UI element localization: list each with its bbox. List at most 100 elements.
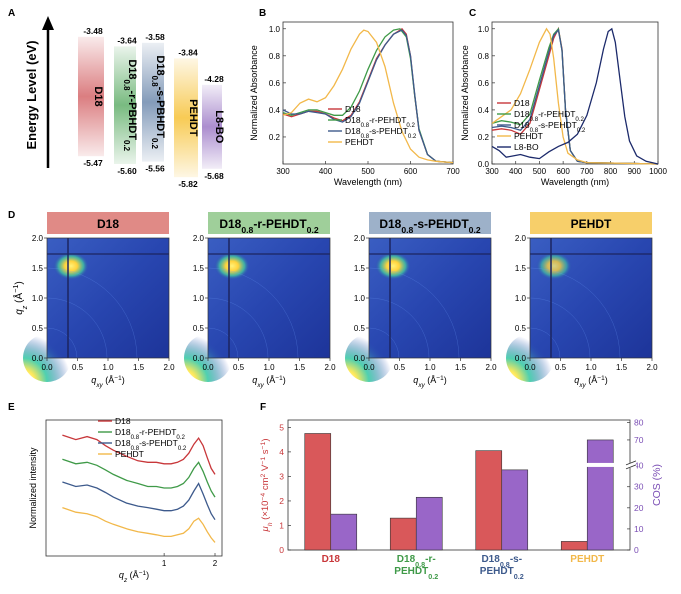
giwaxs-title-bar xyxy=(47,212,169,234)
x-axis-label: Wavelength (nm) xyxy=(541,177,609,187)
y-tick-label: 0.0 xyxy=(354,354,366,363)
legend-label: D180.8-s-PEHDT0.2 xyxy=(514,120,586,134)
x-tick-label: 0.0 xyxy=(202,363,214,372)
legend-label: PEHDT xyxy=(115,449,144,459)
panel-label-b: B xyxy=(259,8,266,19)
y-tick-label: 4 xyxy=(279,447,284,457)
y-tick-label: 5 xyxy=(279,422,284,432)
x-tick-label: 0.5 xyxy=(72,363,84,372)
x-tick-label: 600 xyxy=(556,167,570,176)
material-label: D180.8-r-PBHDT0.2 xyxy=(123,59,139,151)
y2-tick-label: 10 xyxy=(634,524,644,534)
x-tick-label: 0.0 xyxy=(41,363,53,372)
cos-bar xyxy=(501,469,529,551)
giwaxs-title: D180.8-s-PEHDT0.2 xyxy=(379,217,481,235)
category-label: D180.8-r- xyxy=(397,554,436,569)
y-tick-label: 0.8 xyxy=(269,52,281,61)
cos-bar xyxy=(415,496,443,551)
y-tick-label: 0.5 xyxy=(515,324,527,333)
legend-label: D180.8-s-PEHDT0.2 xyxy=(345,126,417,140)
y-tick-label: 1.5 xyxy=(32,264,44,273)
energy-level-diagram: Energy Level (eV) -3.48 -5.47 D18 -3.64 -5.6… xyxy=(24,16,225,189)
y-tick-label: 0.4 xyxy=(269,106,281,115)
y-tick-label: 0.5 xyxy=(32,324,44,333)
panel-label-d: D xyxy=(8,210,15,221)
absorbance-chart-b: 300 400 500 600 700 0.2 0.4 0.6 0.8 1.0 Wavelength… xyxy=(249,21,460,187)
energy-bar xyxy=(78,36,104,157)
energy-axis-label: Energy Level (eV) xyxy=(24,40,39,149)
x-tick-label: 1.5 xyxy=(133,363,145,372)
y-tick-label: 1.0 xyxy=(515,294,527,303)
x-tick-label: 2.0 xyxy=(646,363,658,372)
lumo-value: -3.48 xyxy=(83,26,103,36)
y-tick-label: 0.0 xyxy=(515,354,527,363)
series-line xyxy=(491,27,659,165)
y-tick-label: 0 xyxy=(279,545,284,555)
y-tick-label: 0.0 xyxy=(478,160,490,169)
mobility-bar xyxy=(304,433,332,551)
y-axis-label: qz (Å−1) xyxy=(11,281,29,314)
y-tick-label: 2.0 xyxy=(32,234,44,243)
x-tick-label: 0.0 xyxy=(363,363,375,372)
legend-label: D180.8-r-PEHDT0.2 xyxy=(514,109,585,123)
y-tick-label: 1 xyxy=(279,520,284,530)
y2-tick-label: 20 xyxy=(634,503,644,513)
plot-frame xyxy=(491,21,659,165)
category-label: D18 xyxy=(322,554,341,565)
legend-label: D18 xyxy=(514,98,530,108)
homo-value: -5.82 xyxy=(178,179,198,189)
y-tick-label: 2.0 xyxy=(354,234,366,243)
y-axis-label: μh (×10−4 cm2 V−1 s−1) xyxy=(260,438,274,532)
legend-label: D180.8-s-PEHDT0.2 xyxy=(115,438,187,452)
y-tick-label: 1.5 xyxy=(193,264,205,273)
y-tick-label: 0.0 xyxy=(193,354,205,363)
y-tick-label: 1.0 xyxy=(193,294,205,303)
giwaxs-title-bar xyxy=(208,212,330,234)
y2-tick-label: 40 xyxy=(634,461,644,471)
y-tick-label: 0.5 xyxy=(354,324,366,333)
series-line xyxy=(62,481,216,521)
series-line xyxy=(62,458,216,498)
y-tick-label: 1.5 xyxy=(515,264,527,273)
x-tick-label: 400 xyxy=(319,167,333,176)
mobility-bar xyxy=(389,517,417,551)
series-line xyxy=(282,29,454,164)
x-tick-label: 400 xyxy=(509,167,523,176)
x-tick-label: 500 xyxy=(361,167,375,176)
x-tick-label: 2.0 xyxy=(324,363,336,372)
material-label: PEHDT xyxy=(187,99,199,137)
legend-label: D180.8-r-PEHDT0.2 xyxy=(345,115,416,129)
mobility-bar xyxy=(560,541,588,551)
material-label: L8-BO xyxy=(213,110,225,143)
y2-tick-label: 30 xyxy=(634,482,644,492)
x-tick-label: 600 xyxy=(404,167,418,176)
y-tick-label: 0.6 xyxy=(269,79,281,88)
series-line xyxy=(62,506,216,543)
homo-value: -5.60 xyxy=(117,166,137,176)
y-tick-label: 0.4 xyxy=(478,106,490,115)
absorbance-chart-c: 300 400 500 600 700 800 900 1000 0.0 0.2 0.4 0.6 0.8… xyxy=(460,21,667,187)
linecut-chart: 1 2qz (Å−1)Normalized intensityD18D180.8-… xyxy=(28,416,223,584)
homo-value: -5.68 xyxy=(204,171,224,181)
diffraction-peak xyxy=(53,252,89,280)
lumo-value: -3.58 xyxy=(145,32,165,42)
category-label: D180.8-s- xyxy=(481,554,522,569)
diffraction-peak xyxy=(375,252,411,280)
cos-bar xyxy=(586,439,614,551)
panel-label-a: A xyxy=(8,8,15,19)
giwaxs-title-bar xyxy=(369,212,491,234)
x-tick-label: 500 xyxy=(533,167,547,176)
x-tick-label: 800 xyxy=(604,167,618,176)
y-axis-label: Normalized Absorbance xyxy=(249,45,259,141)
y-tick-label: 1.0 xyxy=(354,294,366,303)
y-tick-label: 1.5 xyxy=(354,264,366,273)
panel-label-e: E xyxy=(8,402,15,413)
energy-bar xyxy=(114,46,136,164)
mobility-bar xyxy=(475,450,503,551)
series-line xyxy=(62,434,216,475)
x-tick-label: 2.0 xyxy=(485,363,497,372)
material-label: D180.8-s-PBHDT0.2 xyxy=(151,55,167,149)
x-tick-label: 2 xyxy=(213,559,218,568)
energy-bar xyxy=(202,84,222,169)
